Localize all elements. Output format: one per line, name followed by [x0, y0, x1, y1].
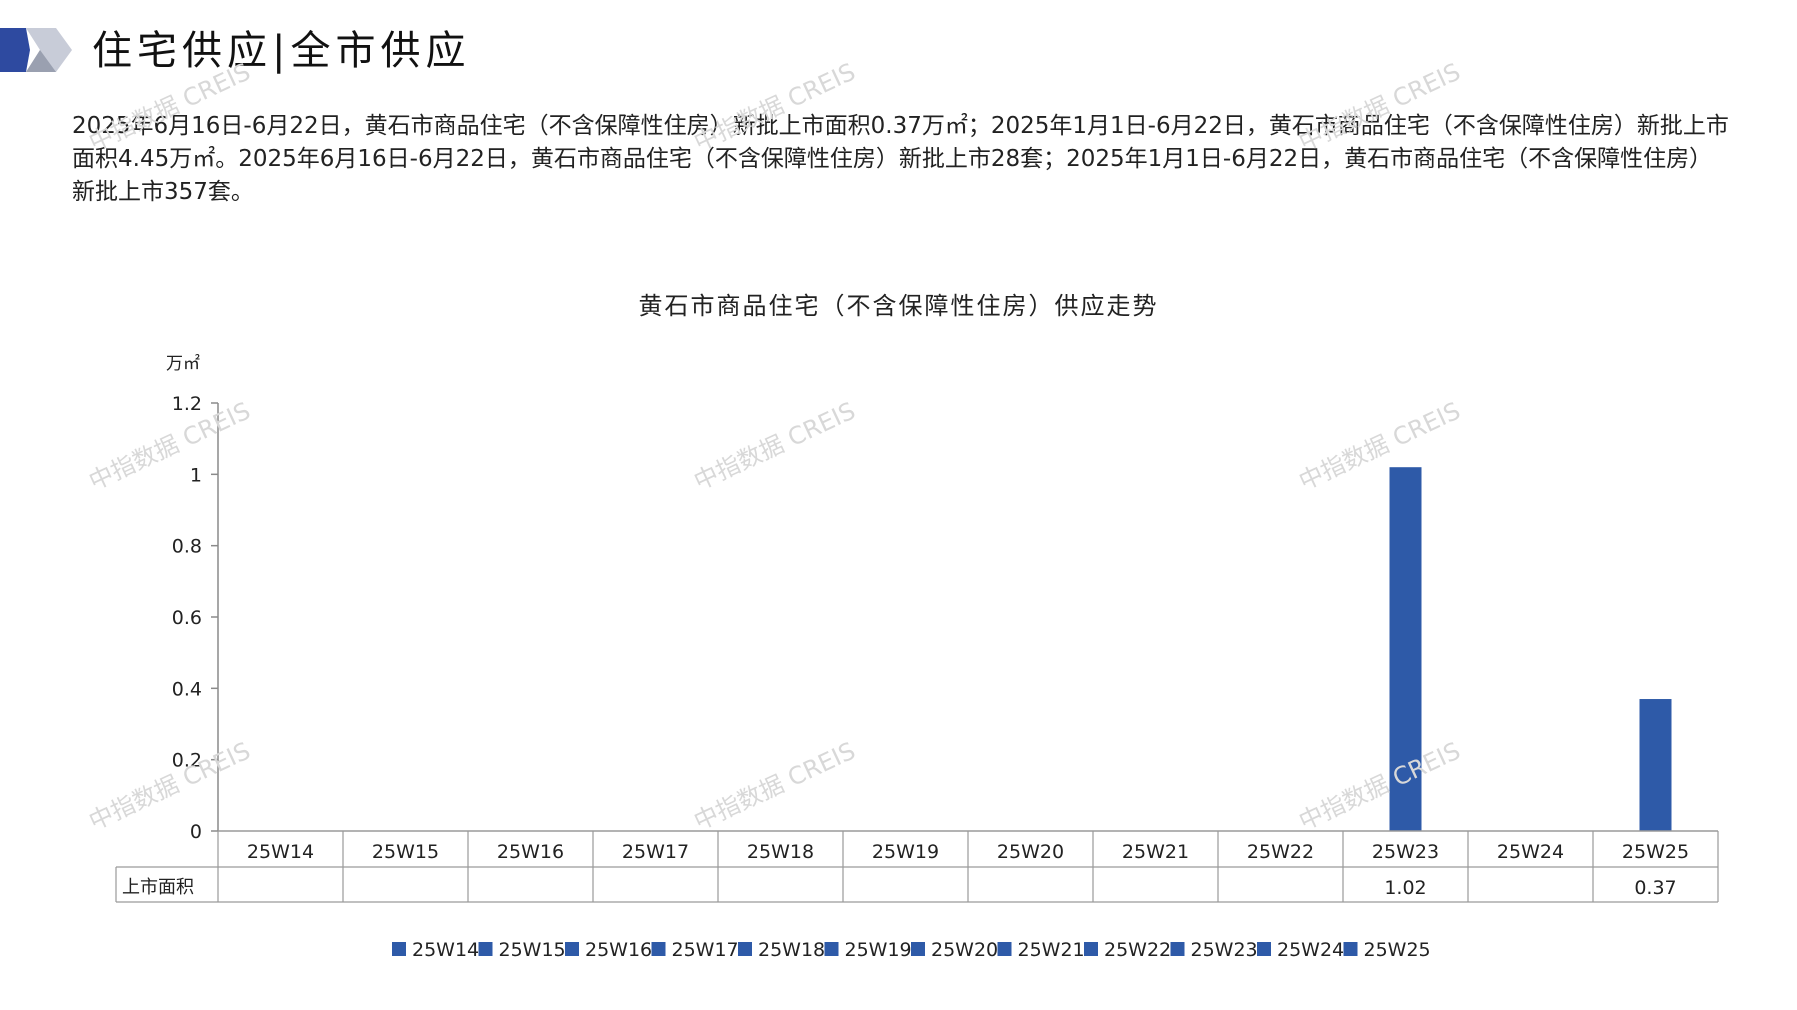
x-category-label: 25W24 [1497, 841, 1564, 863]
x-category-label: 25W16 [497, 841, 564, 863]
legend-swatch [651, 942, 666, 956]
table-series-label: 上市面积 [122, 877, 194, 898]
legend-swatch [997, 942, 1012, 956]
y-tick-label: 0.6 [172, 607, 202, 629]
legend-label: 25W17 [672, 939, 739, 961]
brand-logo [0, 28, 72, 72]
legend-swatch [1343, 942, 1358, 956]
legend-swatch [738, 942, 752, 956]
legend-swatch [565, 942, 579, 956]
page-title: 住宅供应|全市供应 [92, 28, 471, 74]
y-tick-label: 0.4 [172, 678, 202, 700]
x-category-label: 25W19 [872, 841, 939, 863]
y-tick-label: 0.8 [172, 536, 202, 558]
legend-label: 25W25 [1364, 939, 1431, 961]
x-category-label: 25W20 [997, 841, 1064, 863]
x-category-label: 25W18 [747, 841, 814, 863]
summary-paragraph: 2025年6月16日-6月22日，黄石市商品住宅（不含保障性住房）新批上市面积0… [72, 113, 1729, 205]
bar-25W25 [1639, 699, 1672, 831]
legend-label: 25W18 [758, 939, 825, 961]
x-category-label: 25W22 [1247, 841, 1314, 863]
x-category-label: 25W23 [1372, 841, 1439, 863]
legend-label: 25W24 [1277, 939, 1344, 961]
y-tick-label: 1 [190, 464, 202, 486]
legend-label: 25W21 [1018, 939, 1085, 961]
legend-label: 25W16 [585, 939, 652, 961]
legend-label: 25W19 [845, 939, 912, 961]
legend-swatch [1170, 942, 1185, 956]
legend-swatch [392, 942, 406, 956]
legend-label: 25W14 [412, 939, 479, 961]
legend-swatch [911, 942, 925, 956]
legend-label: 25W15 [499, 939, 566, 961]
legend-label: 25W20 [931, 939, 998, 961]
legend-label: 25W23 [1191, 939, 1258, 961]
x-category-label: 25W17 [622, 841, 689, 863]
legend-swatch [824, 942, 839, 956]
y-tick-label: 0 [190, 821, 202, 843]
table-value-25W25: 0.37 [1634, 877, 1676, 899]
table-value-25W23: 1.02 [1384, 877, 1426, 899]
x-category-label: 25W15 [372, 841, 439, 863]
x-category-label: 25W21 [1122, 841, 1189, 863]
x-category-label: 25W25 [1622, 841, 1689, 863]
legend-swatch [1084, 942, 1098, 956]
bar-25W23 [1389, 467, 1422, 831]
legend-swatch [478, 942, 493, 956]
y-tick-label: 0.2 [172, 750, 202, 772]
legend-swatch [1257, 942, 1271, 956]
x-category-label: 25W14 [247, 841, 314, 863]
legend-label: 25W22 [1104, 939, 1171, 961]
y-tick-label: 1.2 [172, 393, 202, 415]
chart-title: 黄石市商品住宅（不含保障性住房）供应走势 [638, 292, 1159, 320]
y-axis-unit: 万㎡ [166, 354, 200, 374]
